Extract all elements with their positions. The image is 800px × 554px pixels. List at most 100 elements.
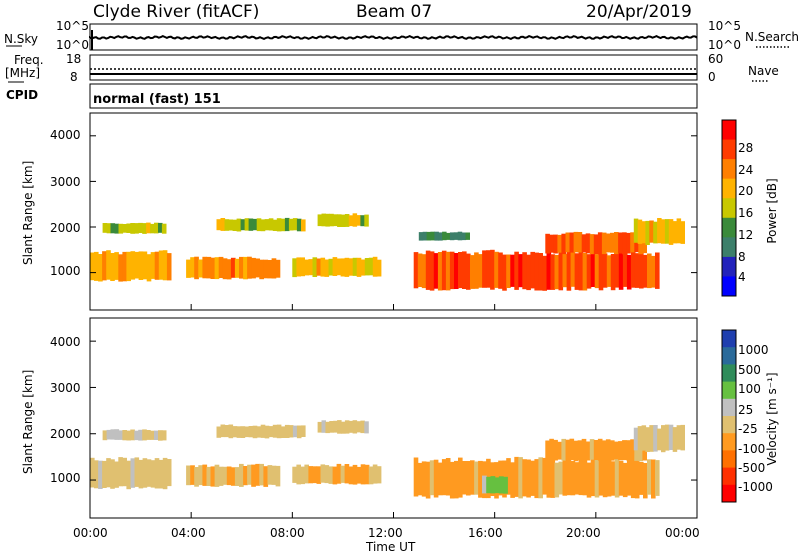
power-band-6-cell: [474, 252, 479, 289]
velocity-band-3-cell: [224, 425, 230, 438]
nave-tick-bottom: 0: [708, 70, 716, 84]
power-band-6-cell: [445, 251, 451, 291]
vel-cb-tick-25: 25: [738, 403, 754, 417]
velocity-band-0-cell: [138, 459, 144, 489]
power-ytick-4000: 4000: [50, 128, 81, 142]
power-band-8-cell: [545, 233, 550, 254]
power-band-8-cell: [549, 234, 554, 253]
power-band-7-cell: [446, 232, 451, 240]
velocity-band-1-cell: [130, 429, 135, 441]
power-band-9-cell: [653, 221, 658, 244]
power-band-0-cell: [138, 251, 144, 280]
velocity-band-1-cell: [118, 430, 124, 440]
power-band-6-cell: [486, 250, 491, 288]
velocity-band-3-cell: [220, 424, 226, 438]
power-band-6-cell: [598, 251, 604, 291]
freq-label-1: Freq.: [14, 53, 44, 67]
power-colorbar-swatch: [722, 256, 736, 277]
velocity-band-2-cell: [194, 467, 199, 487]
velocity-band-8-cell: [605, 439, 611, 461]
power-band-3-cell: [280, 218, 286, 232]
velocity-band-0-cell: [130, 458, 136, 488]
power-band-1-cell: [122, 224, 127, 233]
power-band-1-cell: [158, 222, 163, 233]
xtick-2400: 00:00: [665, 526, 700, 540]
velocity-band-5-cell: [325, 421, 330, 434]
power-band-5-cell: [325, 213, 330, 227]
power-band-2-cell: [259, 259, 264, 280]
velocity-band-8-cell: [626, 440, 631, 461]
velocity-band-1-cell: [158, 430, 163, 441]
noise-right-tick-top: 10^5: [708, 19, 741, 33]
power-band-4-cell: [352, 257, 358, 276]
power-band-4-cell: [356, 257, 362, 277]
power-band-6-cell: [626, 254, 632, 290]
xtick-1200: 12:00: [368, 526, 403, 540]
power-band-1-cell: [110, 223, 116, 234]
power-band-6-cell: [413, 252, 419, 289]
power-band-8-cell: [610, 232, 615, 253]
velocity-band-8-cell: [589, 439, 595, 460]
velocity-band-4-cell: [300, 466, 305, 485]
velocity-band-3-cell: [232, 426, 238, 438]
velocity-band-6-cell: [558, 461, 564, 495]
date-title: 20/Apr/2019: [586, 2, 692, 22]
velocity-band-6-cell: [594, 458, 600, 498]
velocity-band-4-cell: [372, 464, 378, 484]
power-band-6-cell: [622, 249, 628, 287]
velocity-band-6-cell: [643, 463, 648, 499]
velocity-band-6-cell: [514, 456, 519, 497]
cpid-label: CPID: [6, 88, 39, 102]
velocity-band-3-cell: [288, 425, 294, 438]
velocity-band-4-cell: [340, 465, 346, 483]
velocity-band-3-cell: [240, 426, 246, 438]
power-band-0-cell: [150, 252, 156, 279]
vel-cb-tick-m1000: -1000: [738, 480, 773, 494]
power-band-0-cell: [162, 250, 168, 281]
power-band-2-cell: [271, 258, 277, 279]
power-band-5-cell: [344, 214, 350, 227]
velocity-band-6-cell: [602, 459, 608, 498]
power-ytick-2000: 2000: [50, 221, 81, 235]
power-band-8-cell: [569, 232, 575, 253]
velocity-band-4-cell: [352, 464, 358, 485]
power-band-2-cell: [226, 259, 232, 280]
vel-ytick-4000: 4000: [50, 335, 81, 349]
velocity-band-8-cell: [610, 440, 615, 461]
velocity-band-5-cell: [364, 421, 369, 434]
velocity-band-0-cell: [122, 457, 127, 487]
velocity-band-8-cell: [573, 440, 579, 462]
power-cb-tick-28: 28: [738, 141, 754, 155]
velocity-band-4-cell: [356, 466, 362, 484]
velocity-band-3-cell: [236, 426, 242, 438]
power-band-3-cell: [256, 218, 262, 232]
velocity-band-4-cell: [364, 464, 370, 485]
power-cb-tick-8: 8: [738, 250, 746, 264]
power-band-5-cell: [337, 214, 342, 227]
power-band-8-cell: [561, 233, 566, 255]
power-band-6-cell: [433, 253, 439, 289]
power-band-6-cell: [614, 251, 620, 288]
freq-panel-frame: [89, 54, 698, 81]
power-band-0-cell: [142, 251, 148, 280]
freq-tick-bottom: 8: [70, 70, 78, 84]
power-band-9-cell: [676, 218, 682, 244]
power-band-6-cell: [578, 251, 584, 291]
velocity-band-6-cell: [510, 462, 515, 498]
velocity-band-8-cell: [622, 440, 627, 461]
velocity-band-2-cell: [275, 465, 281, 487]
velocity-band-0-cell: [162, 457, 168, 490]
power-band-4-cell: [312, 257, 318, 277]
power-band-5-cell: [352, 213, 358, 227]
power-band-6-cell: [417, 253, 423, 287]
power-band-5-cell: [356, 215, 361, 226]
power-band-3-cell: [252, 218, 258, 231]
velocity-band-5-cell: [344, 420, 350, 434]
velocity-band-5-cell: [341, 421, 346, 434]
velocity-band-3-cell: [248, 426, 254, 438]
noise-left-tick-bottom: 10^0: [56, 38, 89, 52]
velocity-band-9-cell: [661, 425, 666, 453]
power-band-2-cell: [186, 259, 191, 278]
velocity-band-9-cell: [668, 424, 674, 450]
